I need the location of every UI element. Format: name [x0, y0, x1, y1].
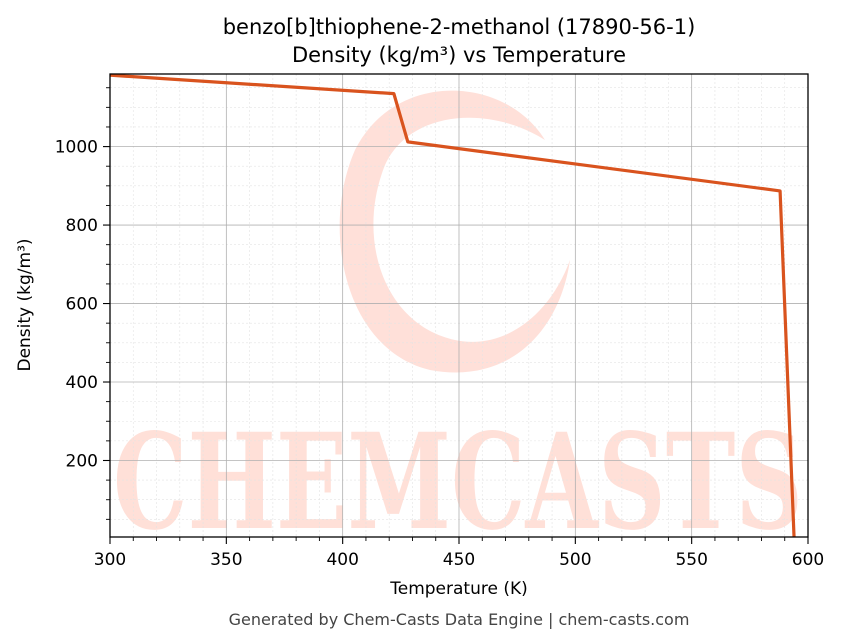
x-tick-label: 600: [792, 550, 824, 570]
chart-title: benzo[b]thiophene-2-methanol (17890-56-1…: [223, 15, 696, 39]
x-tick-label: 350: [210, 550, 242, 570]
x-tick-label: 550: [675, 550, 707, 570]
tick-labels: 300 350 400 450 500 550 600 200 400 600 800 1000: [55, 138, 824, 570]
y-tick-label: 600: [66, 295, 98, 315]
y-tick-label: 200: [66, 451, 98, 471]
density-series-line: [109, 73, 796, 538]
y-axis-label: Density (kg/m³): [15, 238, 35, 371]
major-grid: [110, 74, 808, 537]
x-tick-label: 450: [443, 550, 475, 570]
watermark-logo-icon: [339, 90, 570, 373]
y-tick-label: 400: [66, 373, 98, 393]
watermark: CHEMCASTS: [113, 90, 803, 560]
y-tick-label: 800: [66, 216, 98, 236]
watermark-text: CHEMCASTS: [113, 405, 803, 560]
footer-text: Generated by Chem-Casts Data Engine | ch…: [229, 610, 690, 629]
axis-ticks: [103, 87, 809, 544]
chart-subtitle: Density (kg/m³) vs Temperature: [292, 43, 626, 67]
y-tick-label: 1000: [55, 138, 98, 158]
x-axis-label: Temperature (K): [389, 579, 528, 599]
x-tick-label: 300: [94, 550, 126, 570]
x-tick-label: 500: [559, 550, 591, 570]
series-layer: [109, 73, 796, 538]
x-tick-label: 400: [326, 550, 358, 570]
